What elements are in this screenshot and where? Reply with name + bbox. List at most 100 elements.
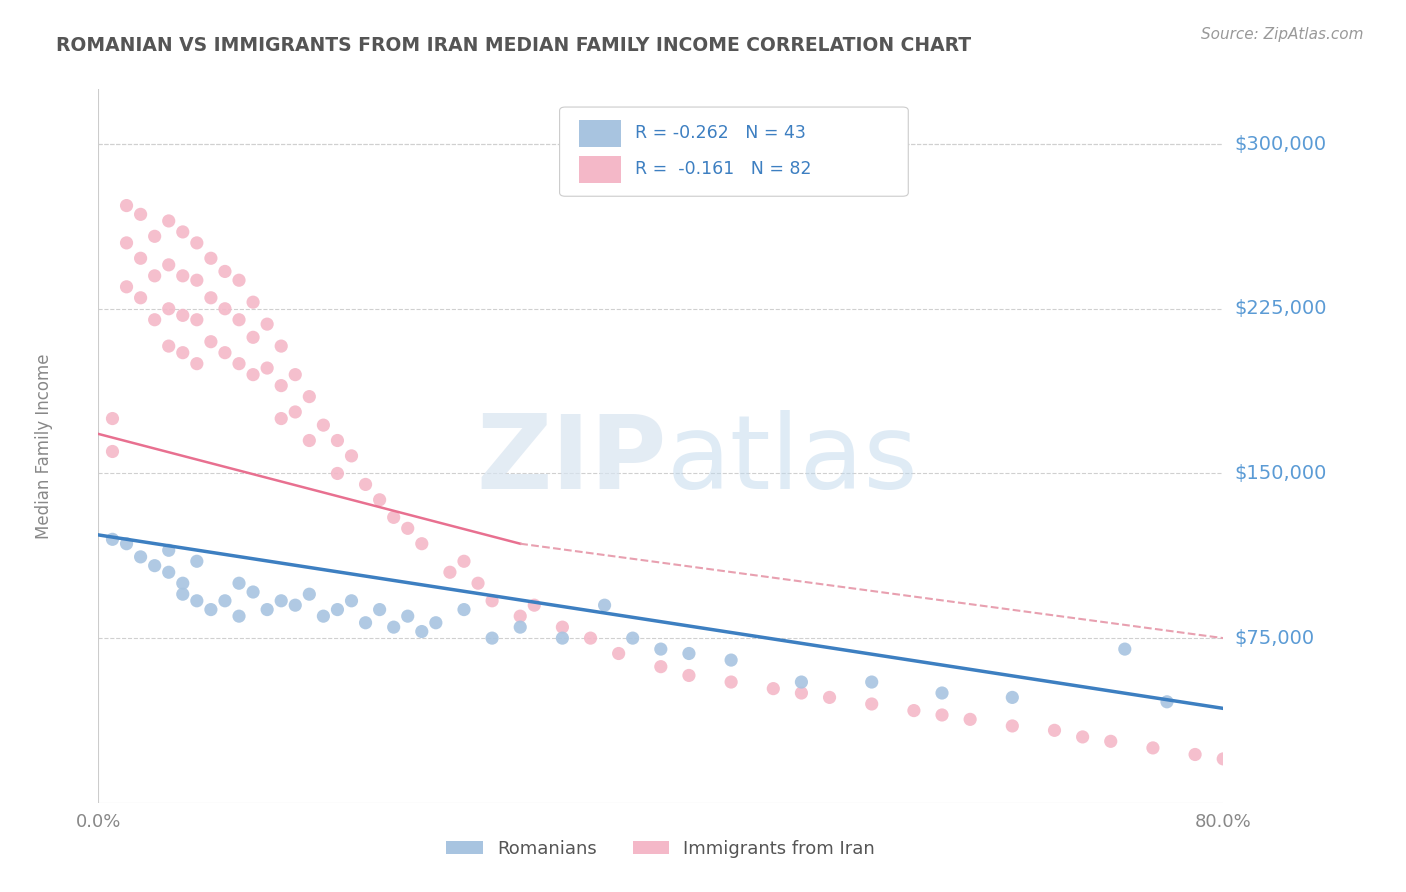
Point bbox=[256, 602, 278, 616]
Point bbox=[200, 252, 222, 266]
Point bbox=[762, 681, 785, 696]
Legend: Romanians, Immigrants from Iran: Romanians, Immigrants from Iran bbox=[439, 833, 883, 865]
Point bbox=[228, 312, 250, 326]
Point bbox=[368, 492, 391, 507]
Point bbox=[129, 207, 152, 221]
Point bbox=[579, 631, 602, 645]
Point bbox=[931, 686, 953, 700]
Point bbox=[157, 258, 180, 272]
Point bbox=[157, 214, 180, 228]
Point bbox=[242, 585, 264, 599]
Point bbox=[200, 602, 222, 616]
Point bbox=[790, 675, 813, 690]
Point bbox=[790, 686, 813, 700]
Point bbox=[115, 537, 138, 551]
Text: R =  -0.161   N = 82: R = -0.161 N = 82 bbox=[636, 161, 811, 178]
Point bbox=[354, 615, 377, 630]
Point bbox=[1240, 761, 1263, 775]
Point bbox=[101, 411, 124, 425]
Point bbox=[340, 594, 363, 608]
Point bbox=[326, 434, 349, 448]
FancyBboxPatch shape bbox=[579, 120, 621, 147]
Point bbox=[186, 554, 208, 568]
Point bbox=[425, 615, 447, 630]
Point bbox=[214, 264, 236, 278]
Point bbox=[186, 273, 208, 287]
Point bbox=[228, 609, 250, 624]
Point bbox=[439, 566, 461, 580]
Point bbox=[354, 477, 377, 491]
Text: $300,000: $300,000 bbox=[1234, 135, 1326, 153]
Point bbox=[157, 301, 180, 316]
Point bbox=[678, 647, 700, 661]
Point bbox=[270, 594, 292, 608]
Point bbox=[523, 598, 546, 612]
Point bbox=[172, 587, 194, 601]
Text: atlas: atlas bbox=[666, 409, 918, 511]
FancyBboxPatch shape bbox=[579, 155, 621, 183]
Point bbox=[129, 291, 152, 305]
Point bbox=[270, 411, 292, 425]
Point bbox=[242, 330, 264, 344]
Point bbox=[172, 345, 194, 359]
Point bbox=[509, 620, 531, 634]
Point bbox=[382, 510, 405, 524]
Point bbox=[143, 268, 166, 283]
Point bbox=[256, 361, 278, 376]
Point bbox=[1156, 695, 1178, 709]
Point bbox=[593, 598, 616, 612]
Text: $150,000: $150,000 bbox=[1234, 464, 1327, 483]
Point bbox=[368, 602, 391, 616]
Point bbox=[157, 543, 180, 558]
Point bbox=[284, 405, 307, 419]
Point bbox=[256, 317, 278, 331]
Point bbox=[1240, 765, 1263, 780]
Text: Median Family Income: Median Family Income bbox=[35, 353, 53, 539]
Point bbox=[157, 566, 180, 580]
Point bbox=[298, 434, 321, 448]
Point bbox=[453, 602, 475, 616]
Point bbox=[1240, 756, 1263, 771]
Text: $225,000: $225,000 bbox=[1234, 300, 1327, 318]
Point bbox=[129, 549, 152, 564]
Point bbox=[143, 312, 166, 326]
Point bbox=[186, 312, 208, 326]
Point bbox=[326, 467, 349, 481]
Point bbox=[551, 631, 574, 645]
Point bbox=[650, 642, 672, 657]
Point bbox=[228, 273, 250, 287]
Text: ZIP: ZIP bbox=[477, 409, 666, 511]
Point bbox=[270, 339, 292, 353]
Point bbox=[186, 235, 208, 250]
Point bbox=[115, 280, 138, 294]
Point bbox=[214, 594, 236, 608]
Point bbox=[186, 357, 208, 371]
Point bbox=[509, 609, 531, 624]
Point bbox=[1142, 740, 1164, 755]
Point bbox=[284, 368, 307, 382]
Point bbox=[720, 675, 742, 690]
Text: $75,000: $75,000 bbox=[1234, 629, 1315, 648]
Point bbox=[650, 659, 672, 673]
Point bbox=[298, 390, 321, 404]
Point bbox=[172, 309, 194, 323]
Point bbox=[326, 602, 349, 616]
Point bbox=[411, 624, 433, 639]
Point bbox=[214, 345, 236, 359]
Point bbox=[143, 558, 166, 573]
Point bbox=[115, 198, 138, 212]
FancyBboxPatch shape bbox=[560, 107, 908, 196]
Point bbox=[284, 598, 307, 612]
Point bbox=[172, 225, 194, 239]
Point bbox=[143, 229, 166, 244]
Text: R = -0.262   N = 43: R = -0.262 N = 43 bbox=[636, 125, 806, 143]
Point bbox=[214, 301, 236, 316]
Point bbox=[312, 609, 335, 624]
Point bbox=[607, 647, 630, 661]
Point bbox=[200, 291, 222, 305]
Point bbox=[396, 609, 419, 624]
Point bbox=[129, 252, 152, 266]
Point bbox=[115, 235, 138, 250]
Point bbox=[242, 295, 264, 310]
Point bbox=[242, 368, 264, 382]
